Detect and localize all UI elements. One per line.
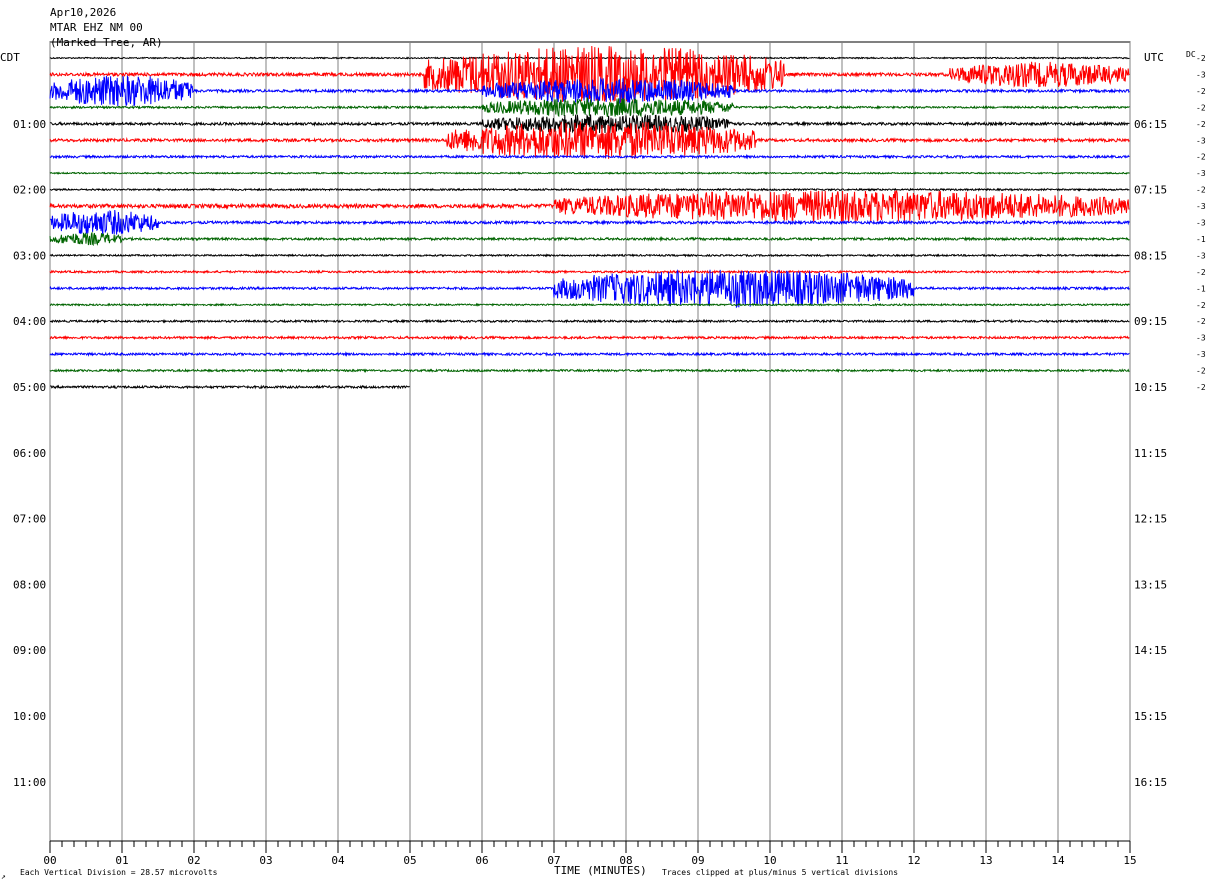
x-tick-label: 00 — [43, 854, 56, 867]
dc-offset-label: -2 — [1196, 268, 1206, 277]
x-tick-label: 10 — [763, 854, 776, 867]
dc-offset-label: -2 — [1196, 186, 1206, 195]
right-hour-label: 08:15 — [1134, 249, 1167, 262]
left-hour-label: 05:00 — [13, 381, 46, 394]
dc-offset-label: -3 — [1196, 169, 1206, 178]
left-hour-label: 11:00 — [13, 776, 46, 789]
dc-offset-label: -1 — [1196, 235, 1206, 244]
dc-offset-label: -2 — [1196, 301, 1206, 310]
x-tick-label: 04 — [331, 854, 345, 867]
x-axis-title: TIME (MINUTES) — [554, 864, 647, 877]
left-hour-label: 07:00 — [13, 513, 46, 526]
x-tick-label: 08 — [619, 854, 632, 867]
corner-mark: ↗ — [1, 872, 6, 881]
seismic-trace — [49, 269, 1130, 275]
x-tick-label: 01 — [115, 854, 128, 867]
seismic-trace — [49, 121, 1130, 159]
seismic-trace — [49, 190, 1130, 223]
right-hour-labels: 06:15 07:15 08:15 09:15 10:15 11:15 12:15 13:15… — [1134, 118, 1167, 789]
header-date: Apr10,2026 — [50, 6, 116, 19]
right-hour-label: 15:15 — [1134, 710, 1167, 723]
dc-offset-label: -3 — [1196, 136, 1206, 145]
left-hour-label: 04:00 — [13, 315, 46, 328]
dc-offset-label: -2 — [1196, 367, 1206, 376]
dc-offset-label: -2 — [1196, 383, 1206, 392]
left-hour-label: 01:00 — [13, 118, 46, 131]
left-hour-label: 10:00 — [13, 710, 46, 723]
x-tick-label: 03 — [259, 854, 272, 867]
x-tick-label: 13 — [979, 854, 992, 867]
x-axis-ticks: 00 01 02 03 04 05 06 07 08 09 10 11 12 13 14 15 — [43, 841, 1137, 867]
dc-offset-label: -2 — [1196, 103, 1206, 112]
x-tick-label: 12 — [907, 854, 920, 867]
dc-offset-label: -2 — [1196, 87, 1206, 96]
seismic-trace — [49, 318, 1130, 324]
seismic-trace — [49, 334, 1130, 341]
right-hour-label: 10:15 — [1134, 381, 1167, 394]
seismic-trace — [49, 75, 1130, 107]
seismic-trace — [49, 253, 1130, 258]
x-tick-label: 07 — [547, 854, 560, 867]
seismic-trace — [49, 209, 1130, 236]
trace-group — [49, 45, 1130, 390]
left-hour-label: 09:00 — [13, 644, 46, 657]
right-hour-label: 09:15 — [1134, 315, 1167, 328]
right-axis-title: UTC — [1144, 51, 1164, 64]
dc-offset-labels: -2 -3 -2 -2 -2 -3 -2 -3 -2 -3 -3 -1 -3 -2 -1 -2 -2 -3 -3 -2… — [1196, 54, 1206, 392]
chart-frame — [49, 41, 1131, 842]
seismic-trace — [49, 97, 1130, 118]
seismic-trace — [49, 384, 410, 390]
right-hour-label: 11:15 — [1134, 447, 1167, 460]
dc-offset-label: -3 — [1196, 334, 1206, 343]
left-hour-label: 08:00 — [13, 578, 46, 591]
seismic-trace — [49, 269, 1130, 309]
footer-right-note: Traces clipped at plus/minus 5 vertical … — [662, 868, 898, 877]
dc-offset-label: -3 — [1196, 70, 1206, 79]
dc-offset-label: -3 — [1196, 251, 1206, 260]
left-hour-label: 03:00 — [13, 249, 46, 262]
left-hour-label: 06:00 — [13, 447, 46, 460]
dc-offset-label: -2 — [1196, 120, 1206, 129]
x-tick-label: 06 — [475, 854, 488, 867]
right-hour-label: 12:15 — [1134, 513, 1167, 526]
footer-left-note: Each Vertical Division = 28.57 microvolt… — [20, 868, 218, 877]
dc-offset-label: -2 — [1196, 317, 1206, 326]
x-tick-label: 11 — [835, 854, 848, 867]
seismic-trace — [49, 153, 1130, 160]
seismic-trace — [49, 187, 1130, 192]
right-hour-label: 07:15 — [1134, 184, 1167, 197]
dc-title: DC — [1186, 50, 1196, 59]
seismic-trace — [49, 45, 1130, 103]
dc-offset-label: -2 — [1196, 54, 1206, 63]
right-hour-label: 14:15 — [1134, 644, 1167, 657]
x-tick-label: 15 — [1123, 854, 1136, 867]
dc-offset-label: -3 — [1196, 350, 1206, 359]
right-hour-label: 13:15 — [1134, 578, 1167, 591]
x-tick-label: 09 — [691, 854, 704, 867]
left-hour-labels: 01:00 02:00 03:00 04:00 05:00 06:00 07:00 08:00… — [13, 118, 46, 789]
header-station: MTAR EHZ NM 00 — [50, 21, 143, 34]
x-tick-label: 14 — [1051, 854, 1065, 867]
seismic-trace — [49, 113, 1130, 134]
dc-offset-label: -1 — [1196, 284, 1206, 293]
seismic-trace — [49, 351, 1130, 358]
dc-offset-label: -3 — [1196, 202, 1206, 211]
left-axis-title: CDT — [0, 51, 20, 64]
dc-offset-label: -3 — [1196, 219, 1206, 228]
seismic-trace — [49, 56, 1130, 60]
dc-offset-label: -2 — [1196, 153, 1206, 162]
x-tick-label: 02 — [187, 854, 200, 867]
right-hour-label: 06:15 — [1134, 118, 1167, 131]
x-tick-label: 05 — [403, 854, 416, 867]
seismic-trace — [49, 368, 1130, 374]
seismic-trace — [49, 302, 1130, 307]
grid-lines — [49, 41, 1131, 842]
right-hour-label: 16:15 — [1134, 776, 1167, 789]
seismic-trace — [49, 231, 1130, 247]
left-hour-label: 02:00 — [13, 184, 46, 197]
seismic-trace — [49, 171, 1130, 175]
